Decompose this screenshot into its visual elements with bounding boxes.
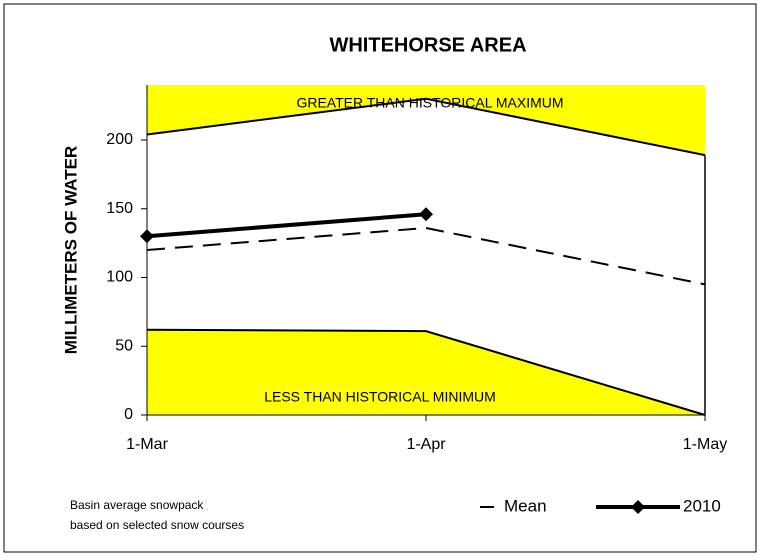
band-label: LESS THAN HISTORICAL MINIMUM <box>264 389 496 405</box>
chart-title: WHITEHORSE AREA <box>329 34 526 56</box>
x-tick-label: 1-Mar <box>126 436 168 453</box>
note: based on selected snow courses <box>70 518 244 532</box>
legend-marker <box>631 500 645 514</box>
legend-label: 2010 <box>683 496 721 515</box>
series-line <box>146 226 706 286</box>
y-tick-label: 200 <box>106 131 133 148</box>
band-area <box>147 85 705 156</box>
band-label: GREATER THAN HISTORICAL MAXIMUM <box>296 95 563 111</box>
x-tick-label: 1-Apr <box>406 436 446 453</box>
band-line <box>146 328 706 416</box>
point <box>140 229 154 244</box>
note: Basin average snowpack <box>70 498 204 512</box>
series-line <box>146 212 427 239</box>
point <box>419 207 433 222</box>
y-tick-label: 0 <box>124 406 133 423</box>
band-area <box>147 329 705 415</box>
legend-label: Mean <box>504 496 547 515</box>
x-tick-label: 1-May <box>683 436 727 453</box>
y-axis-label: MILLIMETERS OF WATER <box>61 146 80 354</box>
y-tick-label: 150 <box>106 200 133 217</box>
y-tick-label: 100 <box>106 269 133 286</box>
y-tick-label: 50 <box>115 337 133 354</box>
band-line <box>146 97 706 157</box>
